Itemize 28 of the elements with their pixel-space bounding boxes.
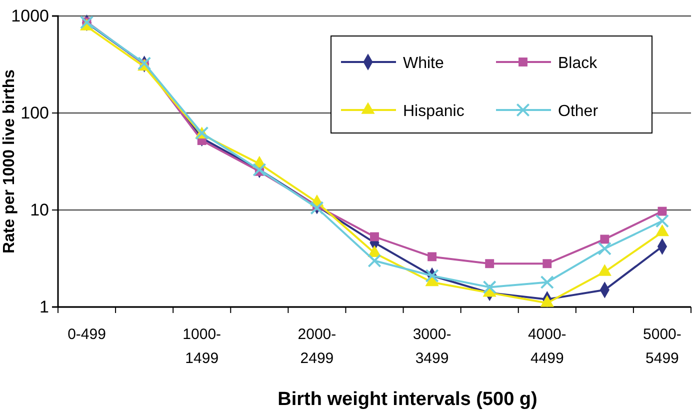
x-tick-label: 4000- 4499	[528, 326, 566, 367]
y-axis-title: Rate per 1000 live births	[1, 69, 18, 254]
point	[368, 254, 382, 268]
legend-label: Other	[558, 103, 599, 120]
x-tick-label: 2000- 2499	[298, 326, 336, 367]
x-tick-label: 1000- 1499	[182, 326, 222, 367]
x-tick-label: 0-499	[68, 326, 106, 343]
y-tick-label: 10	[30, 200, 49, 220]
point	[485, 259, 494, 268]
point	[428, 252, 437, 262]
legend-label: White	[403, 55, 444, 72]
point	[598, 242, 612, 256]
point	[482, 280, 496, 294]
y-tick-label: 100	[20, 103, 49, 122]
x-tick-label: 3000- 3499	[412, 326, 452, 367]
point	[600, 234, 610, 244]
x-tick-label: 5000- 5499	[643, 326, 682, 367]
point	[542, 259, 552, 268]
point	[310, 201, 324, 215]
y-tick-label: 1	[40, 297, 49, 316]
point	[655, 214, 670, 228]
point	[658, 206, 667, 216]
y-tick-label: 1000	[11, 6, 49, 26]
x-axis-title: Birth weight intervals (500 g)	[278, 389, 538, 410]
point	[540, 275, 554, 290]
legend-label: Hispanic	[403, 103, 464, 120]
point	[370, 232, 379, 242]
legend-label: Black	[558, 55, 598, 72]
